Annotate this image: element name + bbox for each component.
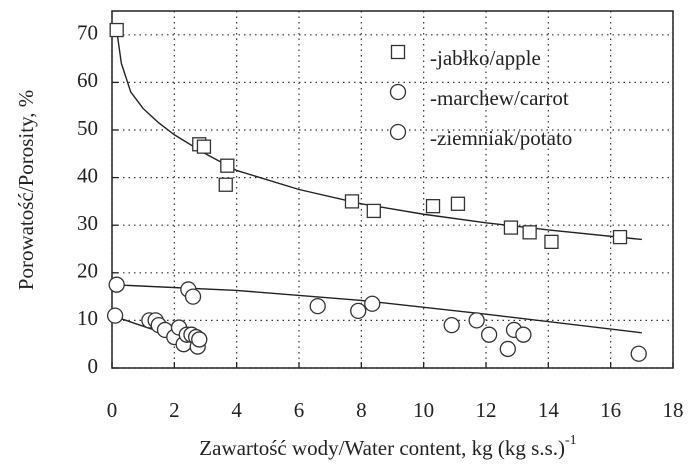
data-point xyxy=(109,22,124,38)
x-tick-label: 0 xyxy=(107,398,118,422)
data-point xyxy=(184,288,202,305)
x-tick-label: 2 xyxy=(169,398,180,422)
x-tick-label: 16 xyxy=(600,398,621,422)
x-tick-label: 6 xyxy=(294,398,305,422)
data-point xyxy=(612,229,628,245)
data-point xyxy=(106,307,124,324)
x-axis-label-main: Zawartość wody/Water content, kg (kg s.s… xyxy=(199,436,565,460)
data-point xyxy=(499,340,516,358)
x-tick-label: 4 xyxy=(231,398,242,422)
data-point xyxy=(630,345,647,362)
x-tick-label: 10 xyxy=(413,398,434,422)
data-point xyxy=(218,177,233,192)
legend-marker xyxy=(389,123,407,141)
data-point xyxy=(450,196,466,211)
data-point xyxy=(350,302,367,320)
y-tick-label: 40 xyxy=(77,163,98,187)
y-tick-label: 20 xyxy=(77,259,98,283)
y-tick-label: 0 xyxy=(88,354,99,378)
legend-marker xyxy=(390,44,406,60)
y-tick-label: 10 xyxy=(77,306,98,330)
data-point xyxy=(364,295,381,312)
y-tick-label: 60 xyxy=(77,68,98,92)
data-point xyxy=(196,139,212,154)
legend-label: -jabłko/apple xyxy=(430,46,541,70)
legend-marker xyxy=(389,83,407,101)
x-tick-label: 14 xyxy=(538,398,560,422)
data-point xyxy=(515,326,532,343)
y-axis-label: Porowatość/Porosity, % xyxy=(14,90,38,290)
data-point xyxy=(522,225,537,240)
data-point xyxy=(503,220,519,235)
y-tick-label: 70 xyxy=(77,21,98,45)
x-axis-label-sup: -1 xyxy=(565,433,577,448)
plot-frame xyxy=(111,10,674,369)
data-point xyxy=(344,194,360,209)
data-point xyxy=(468,312,485,329)
data-point xyxy=(191,331,208,348)
y-tick-label: 30 xyxy=(77,211,98,235)
data-point xyxy=(425,199,441,214)
data-point xyxy=(108,276,125,293)
data-point xyxy=(480,326,498,343)
x-tick-label: 12 xyxy=(476,398,497,422)
x-axis-label: Zawartość wody/Water content, kg (kg s.s… xyxy=(199,433,576,460)
data-point xyxy=(544,234,559,250)
x-tick-label: 8 xyxy=(356,398,367,422)
legend-label: -marchew/carrot xyxy=(430,86,569,110)
data-point xyxy=(443,317,460,334)
y-tick-label: 50 xyxy=(77,116,98,140)
data-point xyxy=(220,158,235,173)
data-point xyxy=(309,297,326,315)
x-tick-label: 18 xyxy=(663,398,684,422)
data-point xyxy=(366,203,381,219)
legend-label: -ziemniak/potato xyxy=(430,126,572,150)
